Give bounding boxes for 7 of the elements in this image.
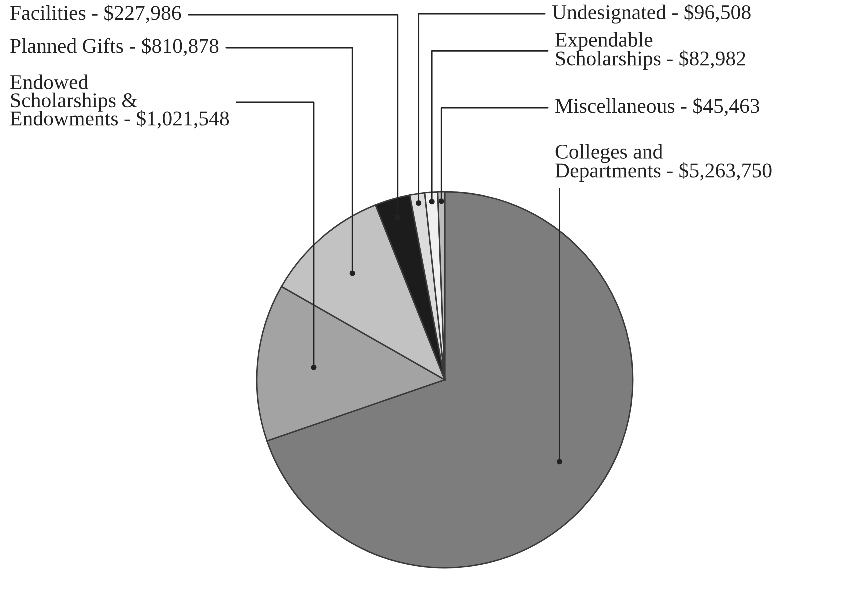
slice-label: Planned Gifts - $810,878 xyxy=(10,38,219,56)
slice-label: Miscellaneous - $45,463 xyxy=(556,98,760,116)
slice-label: Endowed Scholarships & Endowments - $1,021,548 xyxy=(10,74,230,129)
slice-label: Facilities - $227,986 xyxy=(10,4,182,24)
slice-label: Colleges and Departments - $5,263,750 xyxy=(556,144,772,182)
slice-label: Undesignated - $96,508 xyxy=(552,4,751,24)
slice-label: Expendable Scholarships - $82,982 xyxy=(556,32,746,70)
